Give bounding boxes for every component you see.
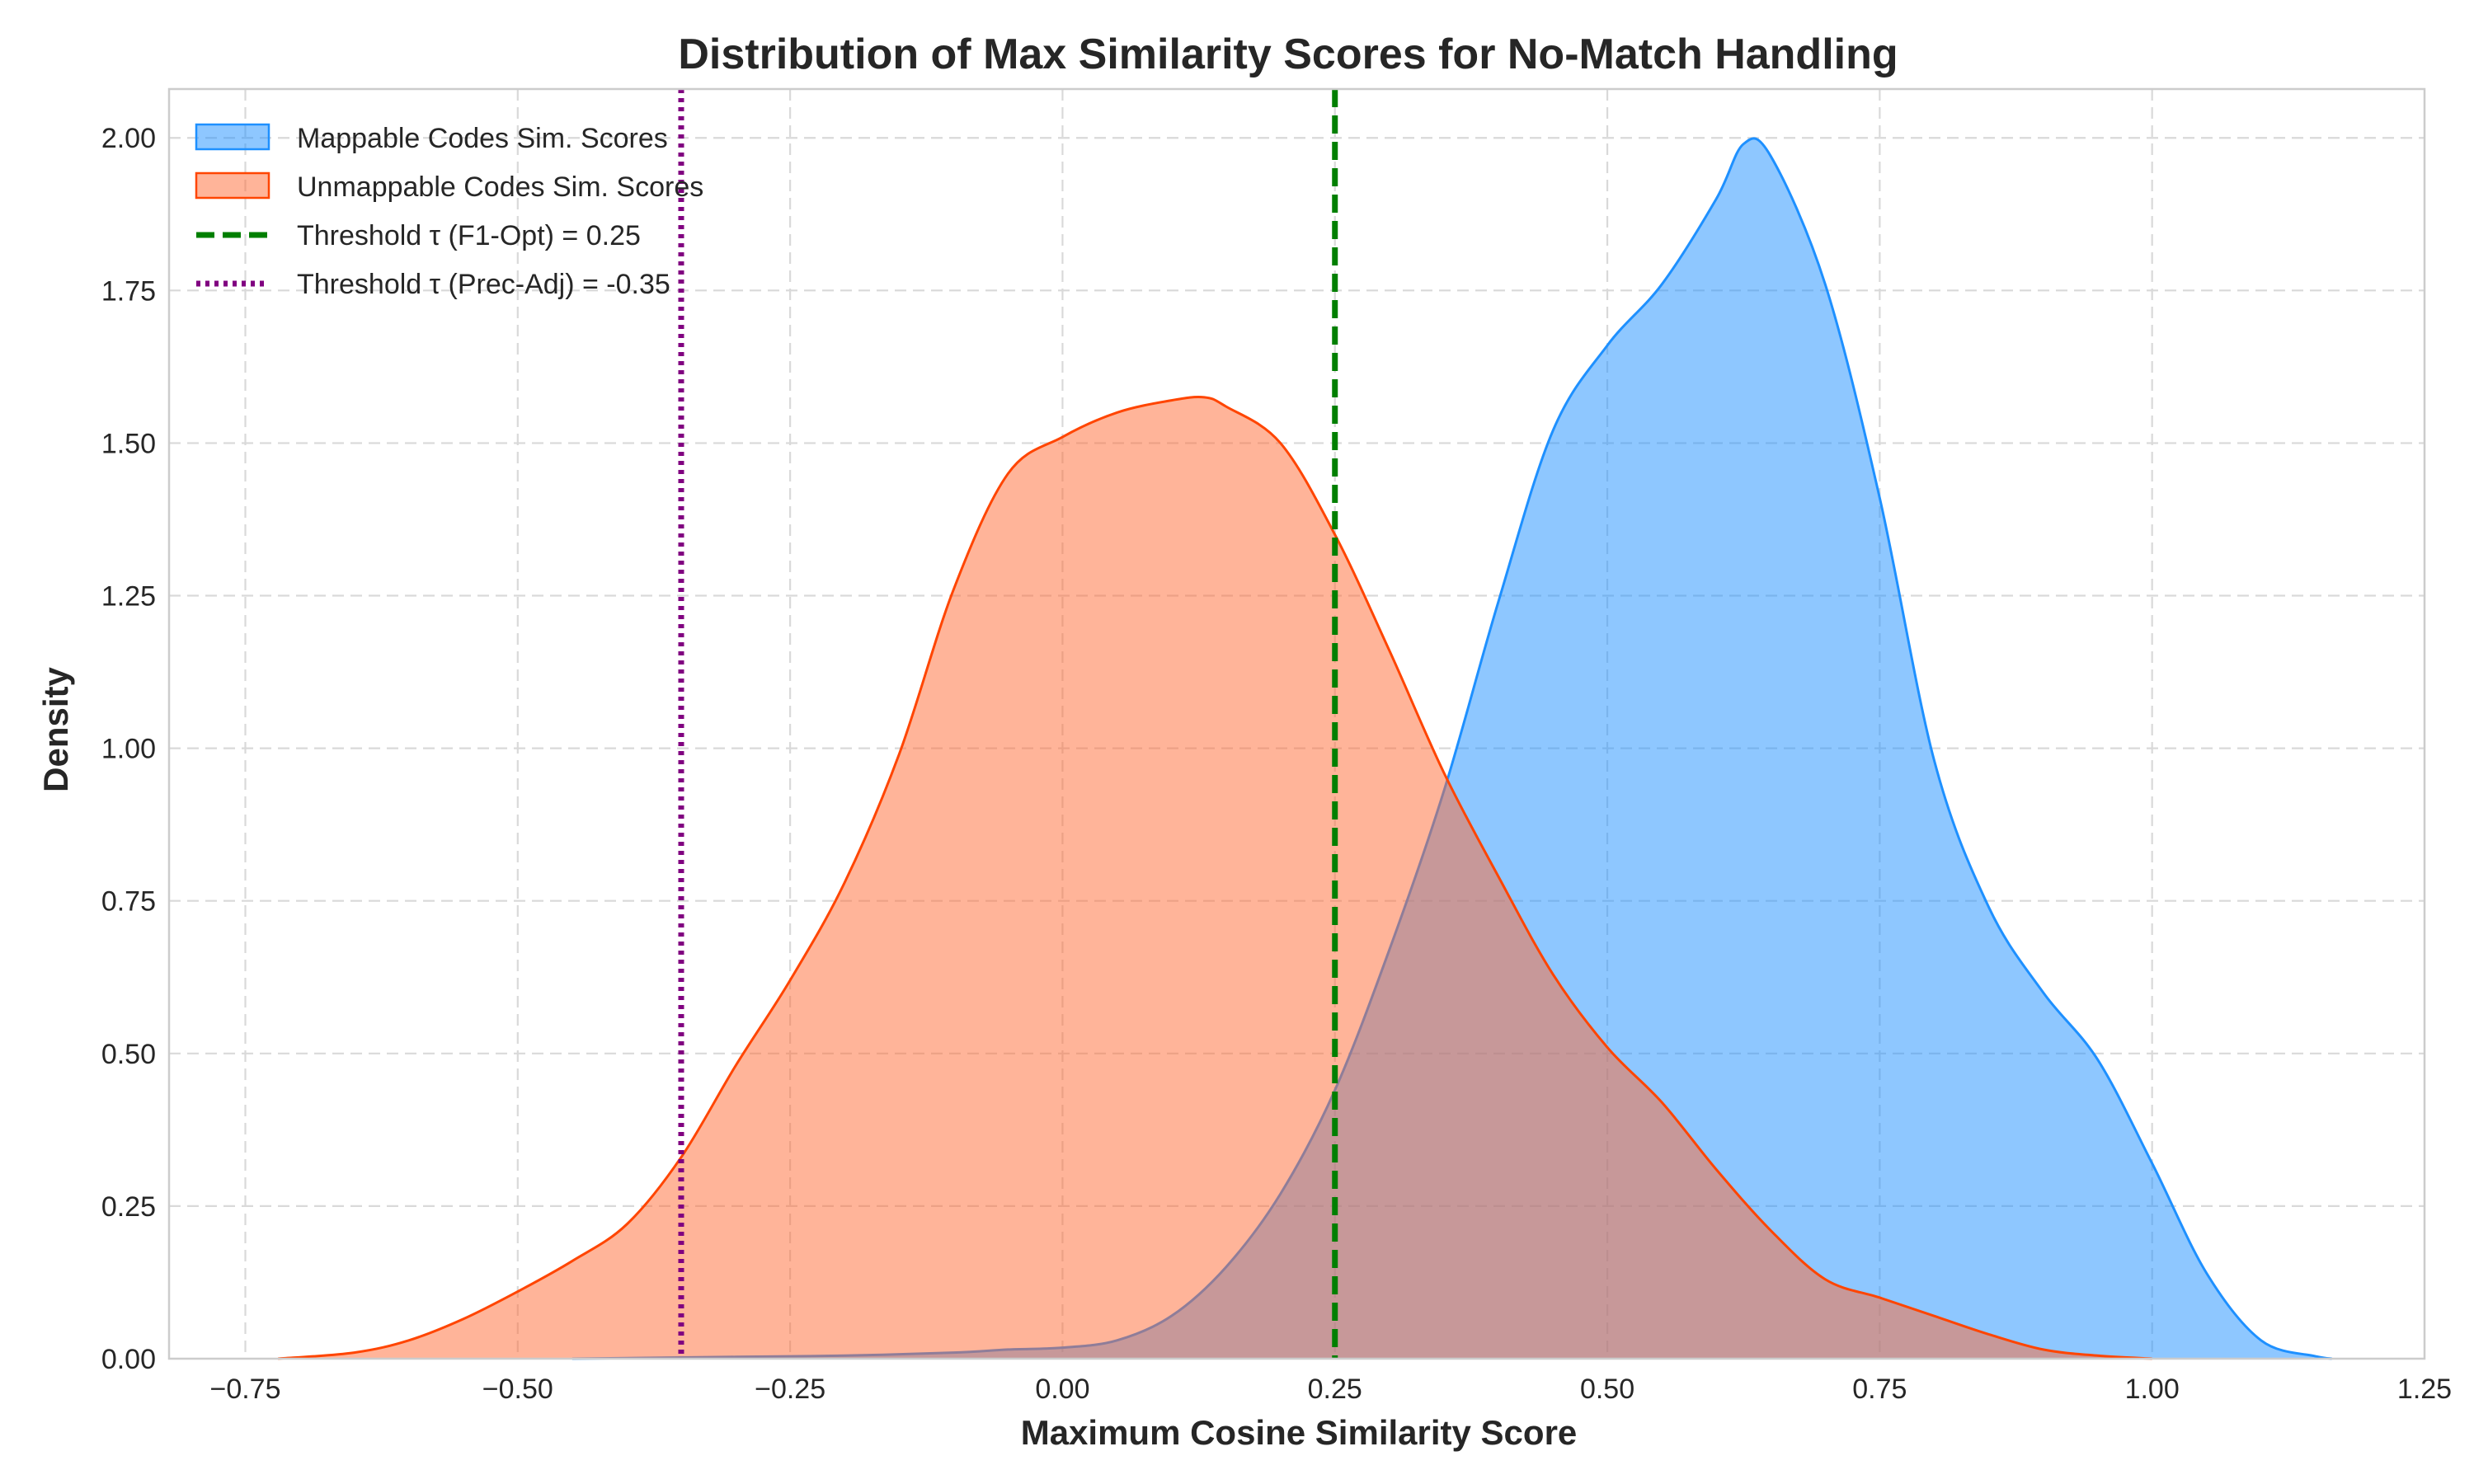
- chart-title: Distribution of Max Similarity Scores fo…: [678, 31, 1898, 78]
- legend: Mappable Codes Sim. Scores Unmappable Cod…: [195, 123, 703, 300]
- legend-swatch: [195, 123, 270, 151]
- y-tick-label: 1.25: [101, 581, 156, 613]
- legend-label: Threshold τ (Prec-Adj) = -0.35: [297, 269, 670, 300]
- x-tick-label: 0.25: [1308, 1374, 1362, 1405]
- density-areas: [278, 137, 2332, 1360]
- mappable-density-area: [571, 138, 2332, 1360]
- y-tick-label: 2.00: [101, 123, 156, 154]
- unmappable-density-area: [278, 397, 2152, 1359]
- x-tick-label: −0.25: [755, 1374, 825, 1405]
- legend-label: Unmappable Codes Sim. Scores: [297, 171, 703, 203]
- y-tick-label: 0.25: [101, 1191, 156, 1223]
- x-axis-ticks: −0.75 −0.50 −0.25 0.00 0.25 0.50 0.75 1.00 1.25: [209, 1374, 2452, 1405]
- x-tick-label: 1.00: [2125, 1374, 2180, 1405]
- y-tick-label: 1.00: [101, 734, 156, 765]
- y-tick-label: 0.75: [101, 886, 156, 918]
- legend-swatch: [195, 171, 270, 200]
- y-tick-label: 0.00: [101, 1344, 156, 1375]
- legend-label: Threshold τ (F1-Opt) = 0.25: [297, 220, 641, 251]
- unmappable-density-line: [278, 396, 2152, 1360]
- x-tick-label: 0.00: [1035, 1374, 1089, 1405]
- x-axis-label: Maximum Cosine Similarity Score: [1021, 1413, 1578, 1452]
- threshold-lines: [678, 89, 1338, 1359]
- x-tick-label: −0.50: [482, 1374, 553, 1405]
- x-tick-label: 0.50: [1580, 1374, 1634, 1405]
- y-tick-label: 1.50: [101, 428, 156, 459]
- plot-frame: [167, 87, 2426, 1360]
- y-axis-ticks: 0.00 0.25 0.50 0.75 1.00 1.25 1.50 1.75 2.00: [101, 123, 156, 1375]
- x-tick-label: 0.75: [1852, 1374, 1907, 1405]
- legend-label: Mappable Codes Sim. Scores: [297, 123, 668, 154]
- y-axis-label: Density: [36, 667, 75, 792]
- x-tick-label: 1.25: [2397, 1374, 2452, 1405]
- y-tick-label: 0.50: [101, 1039, 156, 1070]
- x-tick-label: −0.75: [209, 1374, 280, 1405]
- y-tick-label: 1.75: [101, 275, 156, 307]
